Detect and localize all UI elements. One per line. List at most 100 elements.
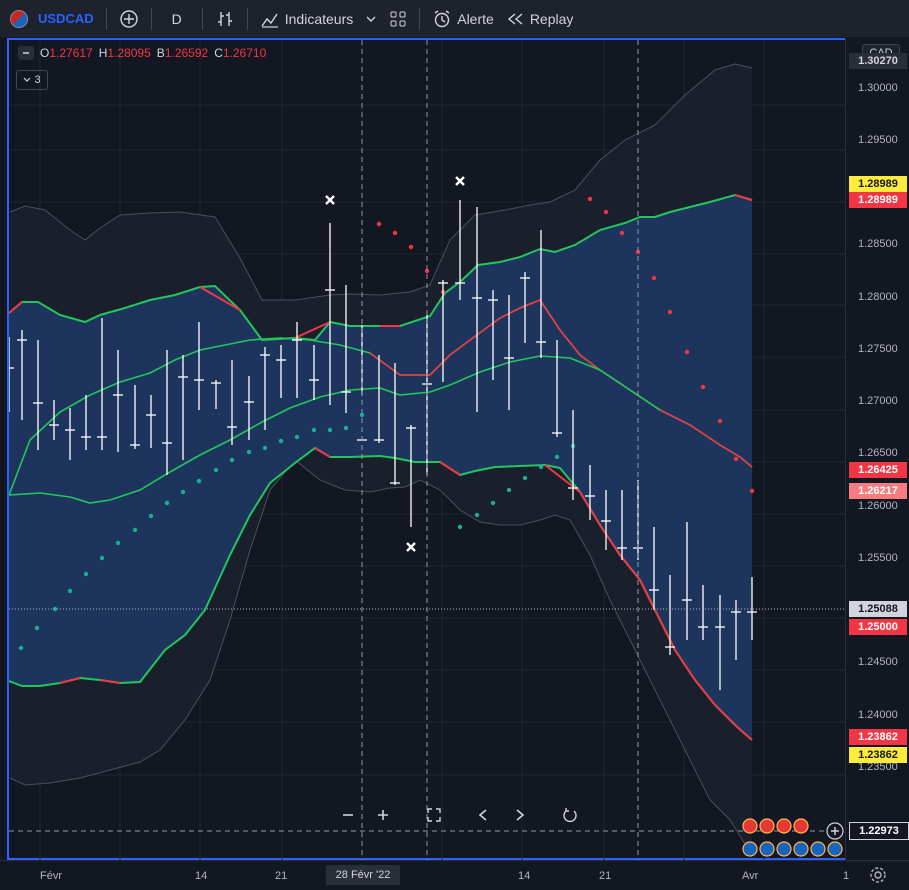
collapse-legend-button[interactable] — [18, 46, 34, 60]
reset-icon — [563, 808, 577, 823]
chart-settings-button[interactable] — [868, 865, 888, 890]
symbol-search-button[interactable]: USDCAD — [38, 11, 94, 26]
sar-dot-down — [749, 488, 755, 494]
interval-button[interactable]: D — [171, 10, 182, 27]
price-label: 1.27000 — [858, 395, 898, 408]
band-down-segment — [199, 286, 241, 311]
price-axis[interactable]: CAD 1.302701.300001.295001.285001.280001… — [845, 38, 909, 860]
legend-open: O1.27617 — [40, 46, 93, 60]
indicators-toggle[interactable]: 3 — [16, 70, 48, 90]
price-top-label: 1.30270 — [849, 52, 907, 69]
sar-dot-down — [667, 309, 673, 315]
price-cursor-label: 1.22973 — [849, 822, 909, 840]
legend-high: H1.28095 — [98, 46, 151, 60]
replay-button[interactable]: Replay — [500, 0, 580, 37]
sar-dot-up — [83, 571, 89, 577]
price-tag: 1.26217 — [849, 483, 907, 499]
bar-chart-icon — [217, 11, 232, 26]
sar-dot-up — [554, 454, 560, 460]
compare-symbol-button[interactable] — [113, 0, 145, 37]
zoom-out-button[interactable] — [335, 802, 361, 828]
toolbar-divider — [150, 7, 152, 30]
outer-lower-line — [9, 459, 753, 856]
gear-icon — [870, 867, 886, 883]
scroll-right-button[interactable] — [507, 802, 533, 828]
band-down-segment — [59, 677, 81, 684]
alert-button[interactable]: Alerte — [426, 0, 500, 37]
chevron-right-icon — [516, 809, 525, 821]
top-toolbar: USDCAD D Indicateurs Alerte Replay — [0, 0, 909, 37]
sar-dot-up — [522, 475, 528, 481]
sar-dot-up — [196, 478, 202, 484]
sar-dot-up — [327, 427, 333, 433]
price-label: 1.25500 — [858, 551, 898, 564]
price-tag: 1.23862 — [849, 747, 907, 763]
time-label: Avr — [742, 870, 759, 882]
grid-icon — [390, 11, 406, 26]
sar-dot-up — [311, 427, 317, 433]
indicators-label: Indicateurs — [284, 10, 354, 27]
price-label: 1.26500 — [858, 447, 898, 460]
us-event-flag-icon — [776, 841, 792, 857]
scroll-left-button[interactable] — [470, 802, 496, 828]
chart-pane[interactable] — [7, 38, 845, 860]
us-event-flag-icon — [827, 841, 843, 857]
indicators-button[interactable]: Indicateurs — [254, 0, 359, 37]
sar-dot-down — [603, 209, 609, 215]
legend-low: B1.26592 — [156, 46, 209, 60]
indicators-dropdown[interactable] — [359, 0, 383, 37]
fractal-marker — [406, 542, 416, 552]
price-label: 1.28500 — [858, 238, 898, 251]
price-tag: 1.28989 — [849, 192, 907, 208]
time-axis[interactable]: Févr 14 21 14 21 Avr 1 28 Févr '22 — [0, 860, 909, 890]
sar-dot-up — [164, 500, 170, 506]
fit-button[interactable] — [421, 802, 447, 828]
minus-icon — [23, 52, 29, 54]
sar-dot-up — [457, 524, 463, 530]
plus-circle-icon — [119, 9, 138, 28]
sar-dot-up — [490, 500, 496, 506]
price-tag: 1.23862 — [849, 729, 907, 745]
rewind-icon — [507, 12, 523, 25]
sar-dot-down — [424, 268, 430, 274]
reset-chart-button[interactable] — [557, 802, 583, 828]
zoom-in-button[interactable] — [370, 802, 396, 828]
expand-icon — [427, 808, 441, 822]
sar-dot-down — [700, 384, 706, 390]
sar-dot-down — [717, 418, 723, 424]
time-label: 14 — [518, 870, 531, 882]
replay-label: Replay — [529, 10, 574, 27]
sar-dot-up — [67, 588, 73, 594]
sar-dot-up — [115, 540, 121, 546]
chart-type-button[interactable] — [209, 0, 241, 37]
price-tag: 1.26425 — [849, 462, 907, 478]
ca-event-flag-icon — [759, 818, 775, 834]
templates-button[interactable] — [383, 0, 413, 37]
price-label: 1.24500 — [858, 656, 898, 669]
sar-dot-up — [18, 645, 24, 651]
sar-dot-down — [392, 230, 398, 236]
sar-dot-up — [52, 606, 58, 612]
fractal-marker — [455, 176, 465, 186]
ohlc-legend: O1.27617 H1.28095 B1.26592 C1.26710 — [18, 46, 266, 60]
price-label: 1.24000 — [858, 708, 898, 721]
indicators-icon — [261, 13, 278, 28]
sar-dot-down — [651, 275, 657, 281]
sar-dot-up — [262, 445, 268, 451]
time-label: 14 — [195, 870, 208, 882]
time-label: 21 — [275, 870, 288, 882]
price-label: 1.23500 — [858, 760, 898, 773]
price-tag: 1.25000 — [849, 619, 907, 635]
indicator-count: 3 — [34, 74, 41, 86]
sar-dot-up — [278, 438, 284, 444]
alert-label: Alerte — [457, 10, 494, 27]
sar-dot-up — [229, 457, 235, 463]
sar-dot-down — [684, 349, 690, 355]
toolbar-divider — [105, 7, 107, 30]
chevron-left-icon — [478, 809, 487, 821]
add-alert-plus — [831, 827, 839, 835]
price-chart[interactable] — [9, 40, 845, 860]
toolbar-divider — [246, 7, 248, 30]
moving-average-slow — [9, 355, 661, 504]
time-label: 1 — [843, 870, 850, 882]
